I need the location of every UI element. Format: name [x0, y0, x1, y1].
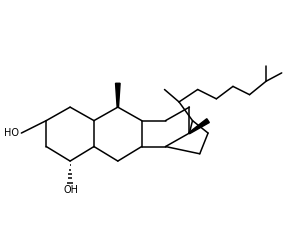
Polygon shape	[189, 119, 209, 134]
Text: HO: HO	[4, 128, 19, 138]
Polygon shape	[115, 83, 120, 107]
Text: OH: OH	[64, 185, 79, 195]
